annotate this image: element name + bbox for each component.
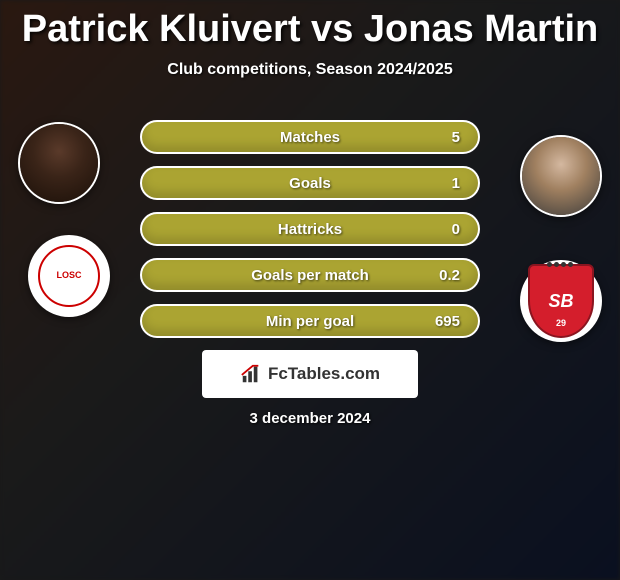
stat-value: 0 bbox=[452, 221, 460, 238]
stat-value: 5 bbox=[452, 129, 460, 146]
club-right-badge: SB 29 bbox=[520, 260, 602, 342]
stat-row: Min per goal 695 bbox=[140, 304, 480, 338]
brand-label: FcTables.com bbox=[268, 364, 380, 384]
club-right-label-main: SB bbox=[548, 291, 573, 312]
sb29-crest-icon: SB 29 bbox=[528, 264, 594, 338]
losc-crest-icon: LOSC bbox=[38, 245, 100, 307]
avatar-placeholder-icon bbox=[20, 124, 98, 202]
page-title: Patrick Kluivert vs Jonas Martin bbox=[0, 0, 620, 51]
stat-label: Goals bbox=[289, 175, 331, 192]
stat-label: Min per goal bbox=[266, 313, 354, 330]
stats-bars: Matches 5 Goals 1 Hattricks 0 Goals per … bbox=[140, 120, 480, 350]
date-label: 3 december 2024 bbox=[0, 410, 620, 427]
club-right-label-sub: 29 bbox=[556, 318, 566, 328]
avatar-placeholder-icon bbox=[522, 137, 600, 215]
stat-row: Goals 1 bbox=[140, 166, 480, 200]
player-right-avatar bbox=[520, 135, 602, 217]
club-left-label: LOSC bbox=[56, 271, 81, 281]
crest-ornament-icon bbox=[547, 262, 575, 270]
stat-row: Goals per match 0.2 bbox=[140, 258, 480, 292]
bar-chart-icon bbox=[240, 363, 262, 385]
page-subtitle: Club competitions, Season 2024/2025 bbox=[0, 61, 620, 79]
stat-value: 0.2 bbox=[439, 267, 460, 284]
stat-label: Goals per match bbox=[251, 267, 369, 284]
brand-badge: FcTables.com bbox=[202, 350, 418, 398]
comparison-card: Patrick Kluivert vs Jonas Martin Club co… bbox=[0, 0, 620, 580]
player-left-avatar bbox=[18, 122, 100, 204]
club-left-badge: LOSC bbox=[28, 235, 110, 317]
stat-label: Hattricks bbox=[278, 221, 342, 238]
stat-row: Hattricks 0 bbox=[140, 212, 480, 246]
stat-value: 695 bbox=[435, 313, 460, 330]
stat-label: Matches bbox=[280, 129, 340, 146]
stat-value: 1 bbox=[452, 175, 460, 192]
stat-row: Matches 5 bbox=[140, 120, 480, 154]
